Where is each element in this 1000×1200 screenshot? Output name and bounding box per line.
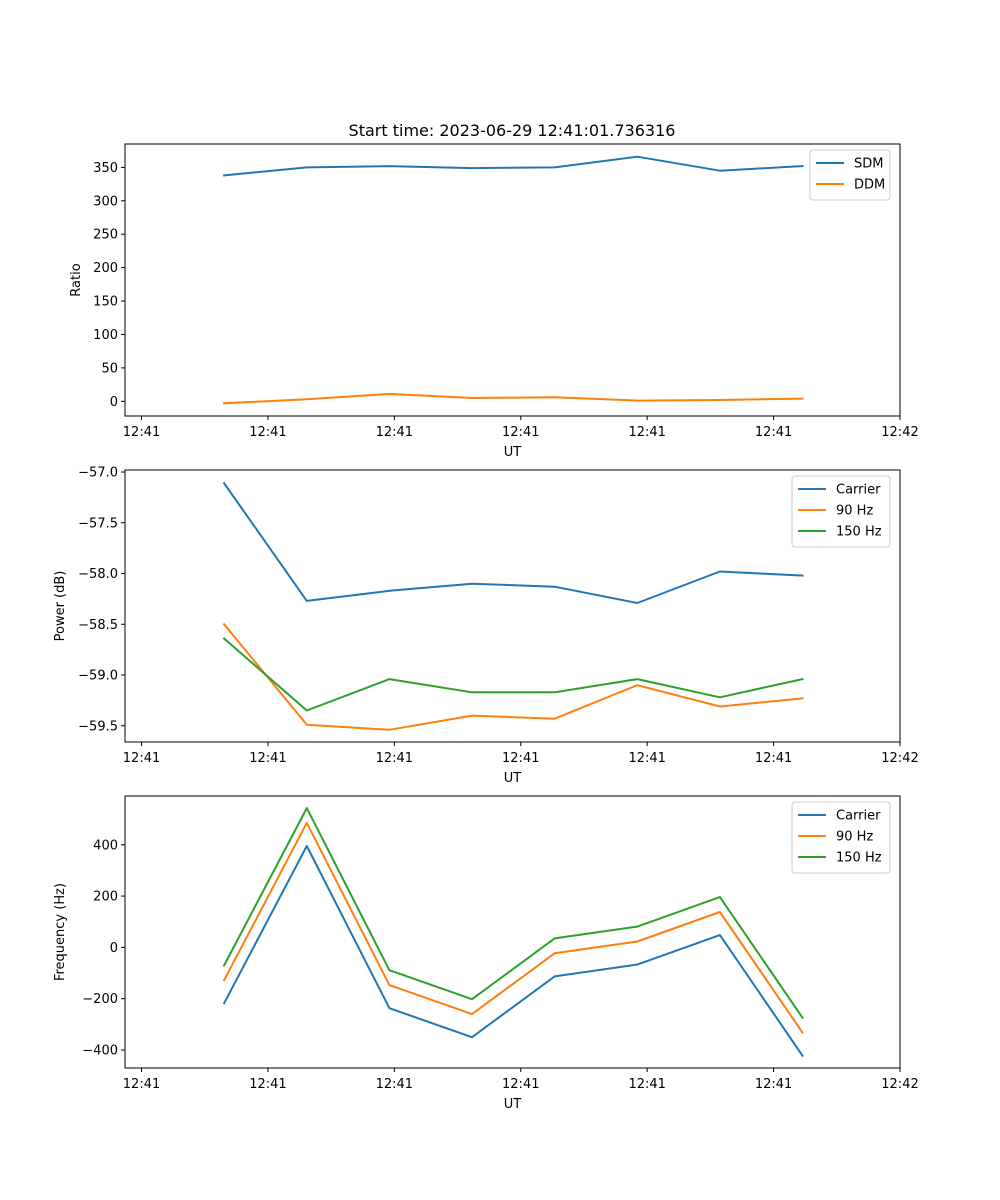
- legend-entry: 150 Hz: [836, 851, 882, 866]
- legend-entry: Carrier: [836, 483, 881, 498]
- x-tick-label: 12:41: [376, 751, 413, 766]
- x-axis-label: UT: [504, 771, 522, 786]
- subplot-1: 0 50 100 150 200 250 300 350 12:41 12:41 12:41 12:4…: [69, 143, 919, 460]
- y-axis-label: Ratio: [69, 263, 84, 296]
- x-tick-label: 12:41: [123, 425, 160, 440]
- series-line-ddm: [223, 392, 804, 405]
- series-line-carrier: [222, 481, 804, 604]
- legend: Carrier 90 Hz 150 Hz: [791, 475, 891, 548]
- y-tick-label: 150: [93, 295, 118, 310]
- y-tick-label: −57.0: [78, 466, 118, 481]
- subplot-3: 400 200 0 −200 −400 12:41 12:41 12:41 12:41 12:41…: [53, 795, 919, 1112]
- y-tick-label: −57.5: [78, 516, 118, 531]
- series-line-sdm: [223, 155, 804, 177]
- y-tick-label: −200: [82, 992, 118, 1007]
- plot-frame: [124, 469, 901, 743]
- x-tick-label: 12:42: [881, 425, 918, 440]
- legend: Carrier 90 Hz 150 Hz: [791, 801, 891, 874]
- legend-box: [791, 475, 891, 548]
- legend-box: [791, 801, 891, 874]
- x-tick-label: 12:42: [881, 1077, 918, 1092]
- legend-entry: Carrier: [836, 809, 881, 824]
- x-tick-label: 12:41: [628, 751, 665, 766]
- figure-title: Start time: 2023-06-29 12:41:01.736316: [349, 121, 676, 140]
- y-tick-label: 400: [93, 838, 118, 853]
- x-tick-label: 12:41: [376, 1077, 413, 1092]
- x-tick-label: 12:41: [628, 1077, 665, 1092]
- x-tick-label: 12:41: [502, 751, 539, 766]
- x-axis-label: UT: [504, 445, 522, 460]
- x-tick-label: 12:41: [628, 425, 665, 440]
- x-tick-label: 12:41: [123, 1077, 160, 1092]
- y-tick-label: 300: [93, 194, 118, 209]
- series-line-90-hz: [222, 622, 804, 731]
- plots: 0 50 100 150 200 250 300 350 12:41 12:41 12:41 12:4…: [53, 143, 919, 1112]
- y-tick-label: −59.5: [78, 719, 118, 734]
- x-axis-label: UT: [504, 1097, 522, 1112]
- plot-frame: [124, 795, 901, 1069]
- series-line-carrier: [222, 845, 804, 1058]
- series-line-90-hz: [222, 821, 804, 1034]
- y-axis-label: Power (dB): [53, 571, 68, 642]
- x-tick-label: 12:41: [249, 425, 286, 440]
- series-line-150-hz: [222, 637, 804, 712]
- legend-entry: DDM: [854, 178, 885, 193]
- y-tick-label: 0: [110, 395, 118, 410]
- x-tick-label: 12:41: [755, 425, 792, 440]
- legend-entry: SDM: [854, 157, 883, 172]
- x-tick-label: 12:41: [376, 425, 413, 440]
- legend: SDM DDM: [809, 149, 891, 201]
- x-tick-label: 12:41: [249, 751, 286, 766]
- legend-entry: 150 Hz: [836, 525, 882, 540]
- x-tick-label: 12:41: [755, 751, 792, 766]
- y-axis-label: Frequency (Hz): [53, 883, 68, 981]
- y-tick-label: −58.5: [78, 618, 118, 633]
- y-tick-label: 0: [110, 941, 118, 956]
- y-tick-label: −400: [82, 1044, 118, 1059]
- y-tick-label: 200: [93, 261, 118, 276]
- x-tick-label: 12:41: [502, 425, 539, 440]
- x-tick-label: 12:41: [755, 1077, 792, 1092]
- y-tick-label: 200: [93, 890, 118, 905]
- y-tick-label: −58.0: [78, 567, 118, 582]
- x-tick-label: 12:41: [249, 1077, 286, 1092]
- y-tick-label: 50: [101, 361, 118, 376]
- x-tick-label: 12:41: [502, 1077, 539, 1092]
- x-tick-label: 12:41: [123, 751, 160, 766]
- y-tick-label: 250: [93, 228, 118, 243]
- y-tick-label: 350: [93, 161, 118, 176]
- y-tick-label: 100: [93, 328, 118, 343]
- subplot-2: −57.0 −57.5 −58.0 −58.5 −59.0 −59.5 12:41 12:41…: [53, 466, 919, 786]
- y-tick-label: −59.0: [78, 669, 118, 684]
- x-tick-label: 12:42: [881, 751, 918, 766]
- legend-entry: 90 Hz: [836, 830, 873, 845]
- legend-entry: 90 Hz: [836, 504, 873, 519]
- series-line-150-hz: [222, 807, 804, 1020]
- plot-frame: [124, 143, 901, 417]
